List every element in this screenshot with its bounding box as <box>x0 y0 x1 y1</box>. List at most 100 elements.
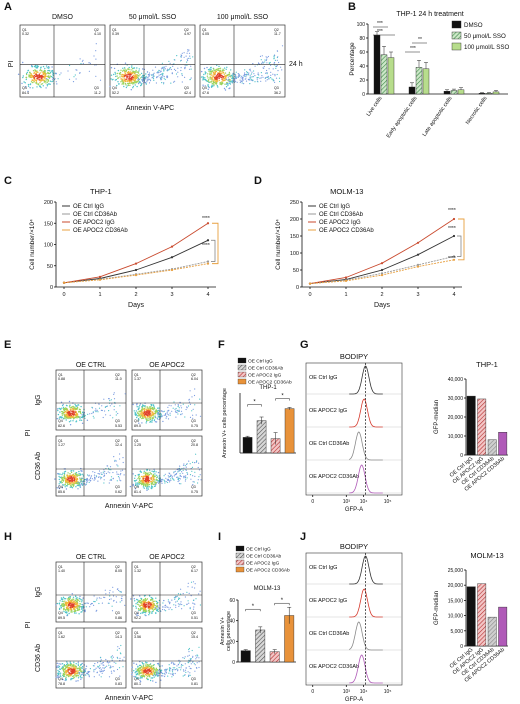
density-dot <box>192 661 194 663</box>
density-dot <box>227 77 229 79</box>
density-dot <box>79 419 81 422</box>
density-dot <box>75 472 78 474</box>
density-dot <box>167 478 170 480</box>
x-tick-label: 2 <box>380 292 383 298</box>
panel-h-xlabel: Annexin V-APC <box>105 695 153 702</box>
density-dot <box>210 71 213 73</box>
density-dot <box>206 75 209 77</box>
density-dot <box>153 475 155 477</box>
density-dot <box>162 67 164 69</box>
bar <box>466 395 476 456</box>
density-dot <box>62 472 64 474</box>
density-dot <box>195 658 197 660</box>
density-dot <box>89 671 91 673</box>
density-dot <box>76 479 78 481</box>
density-dot <box>105 472 107 475</box>
density-dot <box>274 81 276 83</box>
density-dot <box>112 471 114 474</box>
series-point <box>344 276 348 279</box>
density-dot <box>116 480 118 482</box>
density-dot <box>65 598 67 600</box>
density-dot <box>145 614 147 617</box>
legend-label: 50 μmol/L SSO <box>464 33 506 40</box>
density-dot <box>58 408 60 410</box>
density-dot <box>198 469 200 471</box>
density-dot <box>128 71 130 74</box>
density-dot <box>261 75 263 77</box>
density-dot <box>147 481 150 483</box>
density-dot <box>177 669 179 671</box>
bar <box>477 583 487 647</box>
density-dot <box>156 412 158 414</box>
density-dot <box>46 78 48 80</box>
density-dot <box>157 418 159 420</box>
density-dot <box>146 469 148 472</box>
density-dot <box>80 412 82 415</box>
density-dot <box>145 604 147 606</box>
x-tick-label: 0 <box>308 292 311 298</box>
density-dot <box>79 411 82 414</box>
density-dot <box>150 677 152 679</box>
bar <box>255 629 266 663</box>
density-dot <box>70 471 73 474</box>
density-dot <box>155 597 157 599</box>
density-dot <box>77 404 80 406</box>
density-dot <box>187 662 189 664</box>
density-dot <box>110 598 112 600</box>
density-dot <box>69 674 71 677</box>
density-dot <box>171 476 173 478</box>
density-dot <box>164 674 166 676</box>
density-dot <box>102 664 104 666</box>
density-dot <box>124 62 127 64</box>
density-dot <box>32 81 34 84</box>
quadrant-name: Q2 <box>191 439 196 443</box>
density-dot <box>232 74 234 76</box>
panel-c-title: THP-1 <box>90 187 112 196</box>
density-dot <box>64 483 66 485</box>
density-dot <box>80 678 82 680</box>
density-dot <box>266 57 268 59</box>
density-dot <box>144 612 147 614</box>
density-dot <box>138 483 141 485</box>
density-dot <box>154 675 157 677</box>
density-dot <box>62 597 65 599</box>
density-dot <box>178 597 180 599</box>
density-dot <box>103 469 105 471</box>
density-dot <box>158 482 160 484</box>
legend-label: OE Ctrl CD36Ab <box>73 212 118 218</box>
density-dot <box>148 667 151 670</box>
density-dot <box>80 599 82 601</box>
density-dot <box>112 591 114 593</box>
density-dot <box>104 589 106 591</box>
density-dot <box>197 655 199 657</box>
density-dot <box>58 666 60 668</box>
density-dot <box>207 88 209 91</box>
density-dot <box>108 410 110 412</box>
density-dot <box>136 74 139 76</box>
histogram-curve <box>349 431 383 461</box>
quadrant-name: Q4 <box>134 677 139 681</box>
density-dot <box>98 476 100 478</box>
quadrant-value: 11.2 <box>94 91 101 95</box>
density-dot <box>264 59 266 61</box>
quadrant-name: Q4 <box>58 419 63 423</box>
density-dot <box>34 71 36 73</box>
quadrant-value: 0.75 <box>191 490 198 494</box>
quadrant-name: Q2 <box>191 373 196 377</box>
density-dot <box>131 68 134 70</box>
density-dot <box>167 406 169 408</box>
density-dot <box>84 610 86 613</box>
density-dot <box>115 75 117 78</box>
density-dot <box>152 680 154 682</box>
density-dot <box>153 667 155 670</box>
density-dot <box>124 393 126 395</box>
y-tick-label: 5,000 <box>450 629 463 635</box>
y-tick-label: 60 <box>359 50 365 56</box>
density-dot <box>81 611 83 613</box>
density-dot <box>39 72 41 74</box>
density-dot <box>212 72 215 74</box>
density-dot <box>139 82 142 84</box>
density-dot <box>142 612 144 614</box>
density-dot <box>140 604 142 607</box>
